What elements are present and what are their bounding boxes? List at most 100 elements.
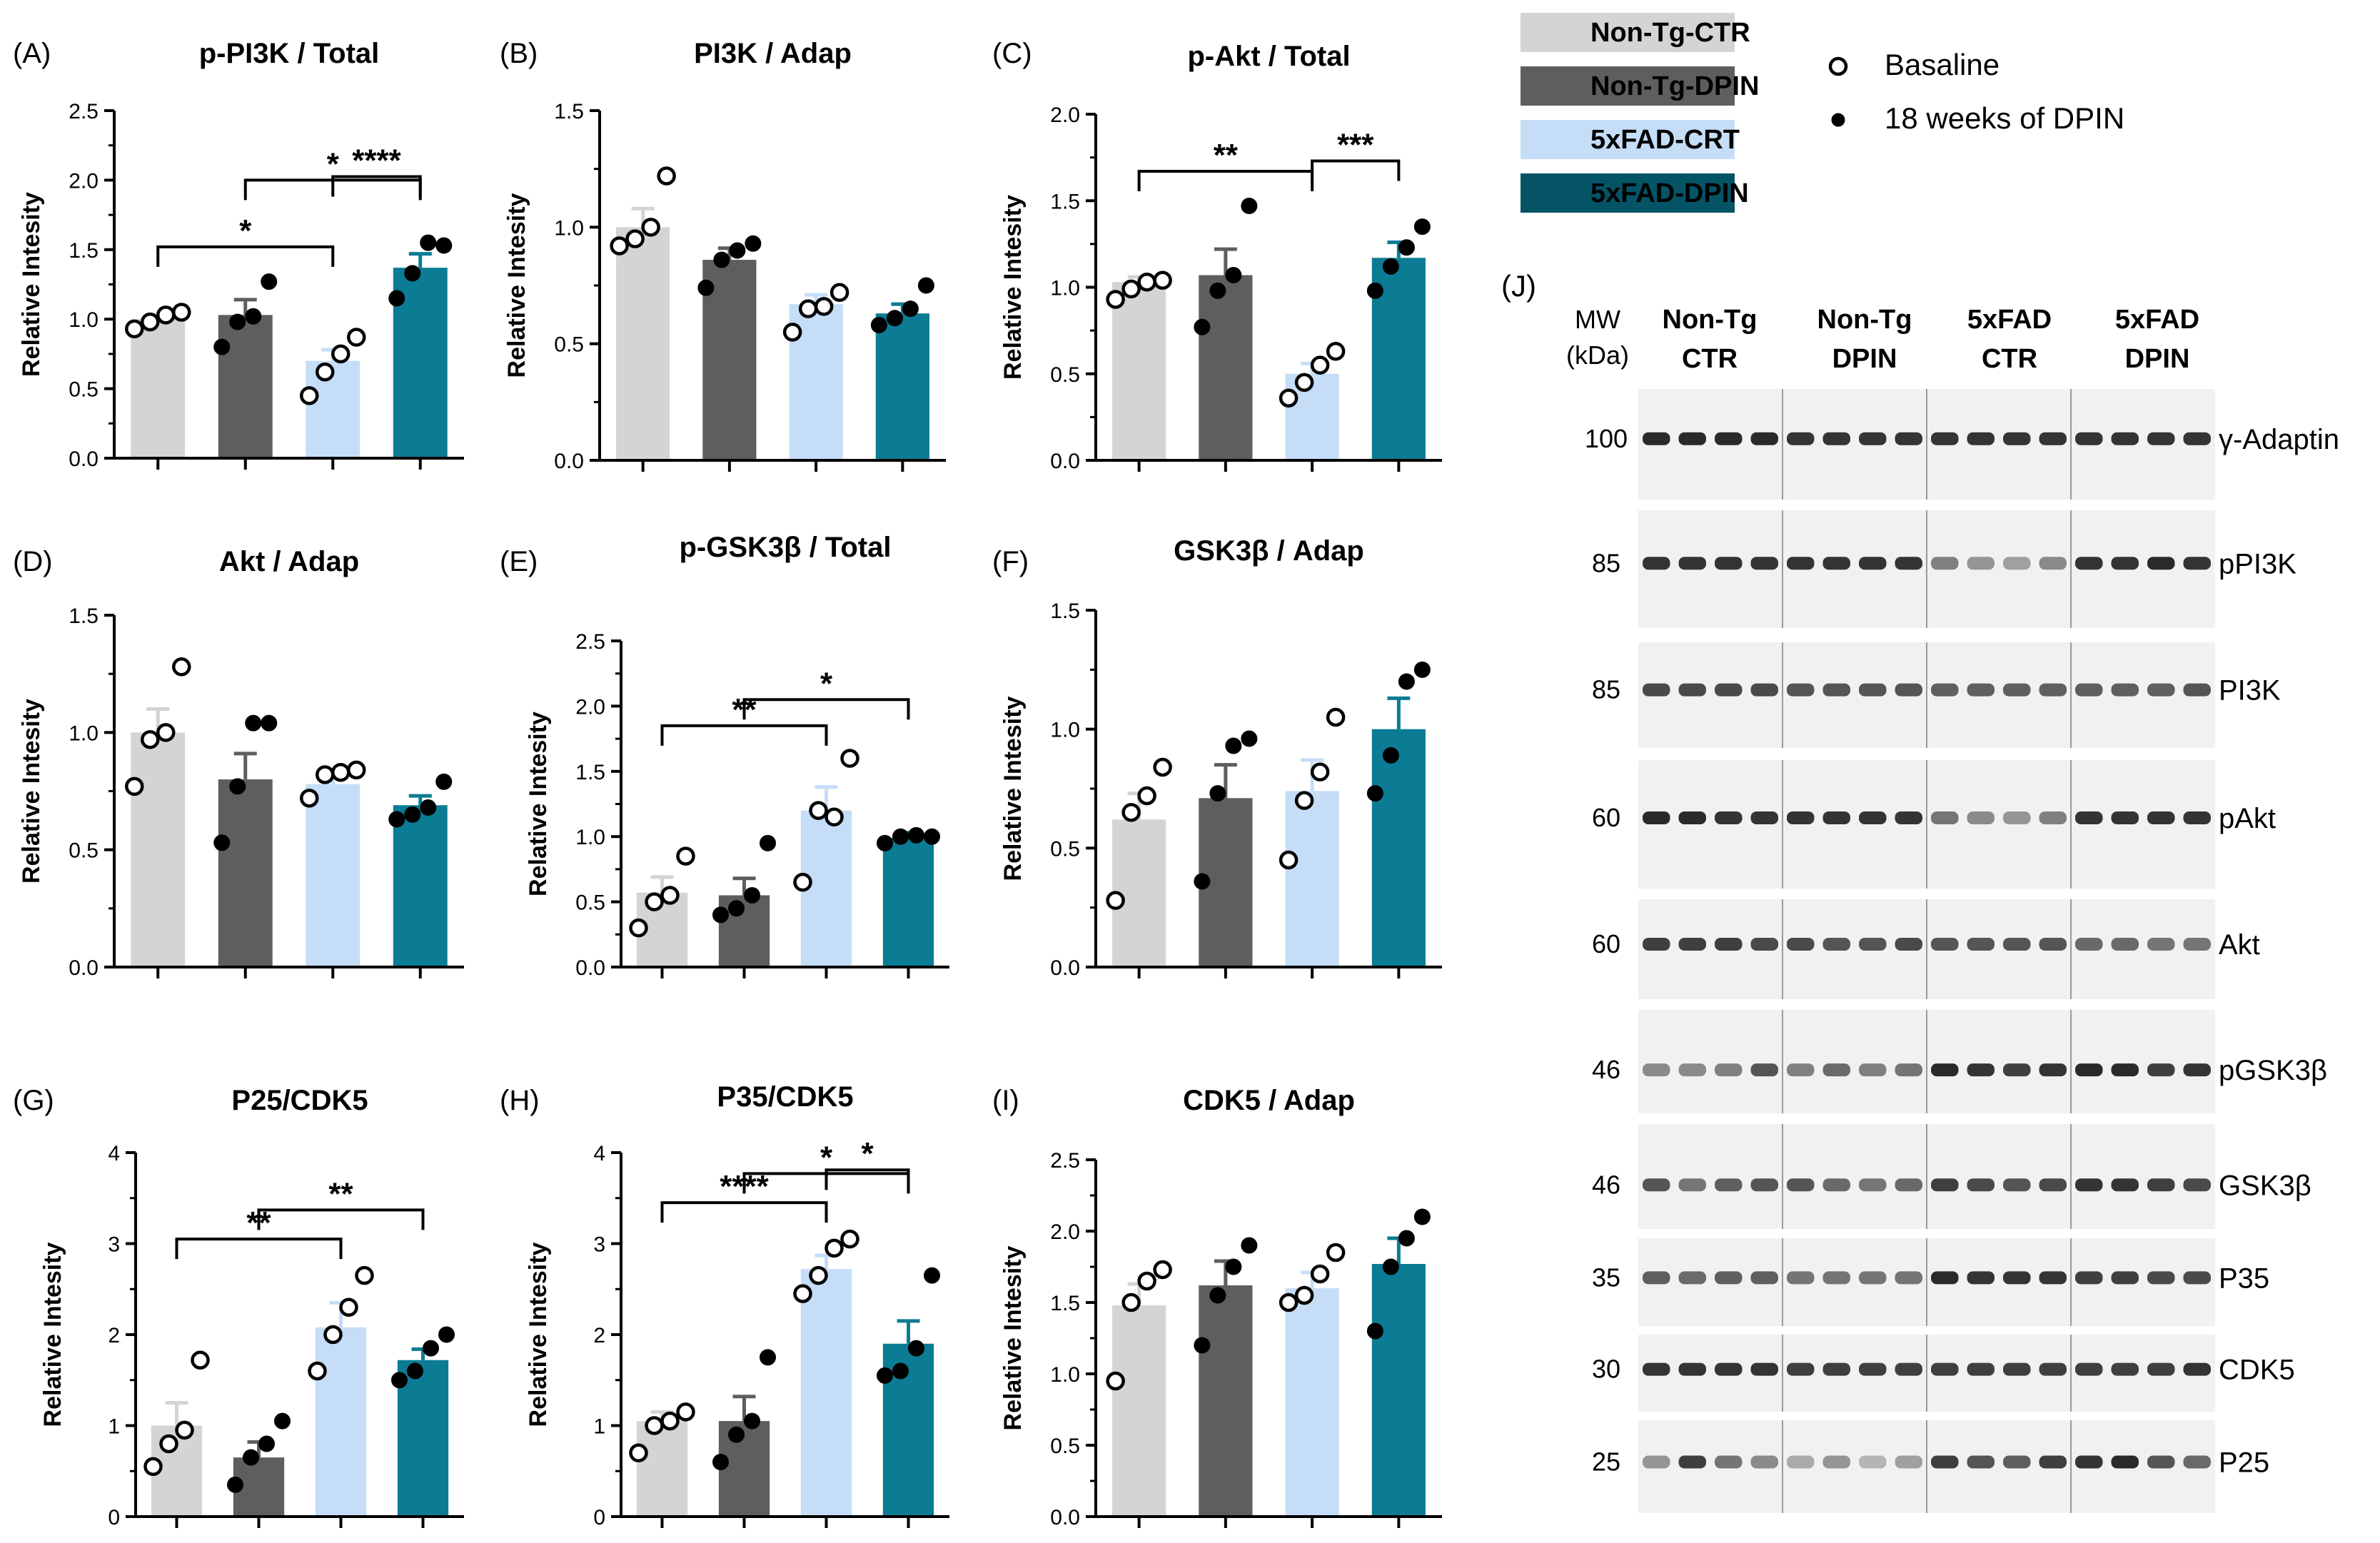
y-tick-label: 2 bbox=[593, 1324, 605, 1347]
panel-label: (A) bbox=[13, 38, 51, 69]
data-point-filled bbox=[877, 834, 893, 851]
data-point-filled bbox=[1194, 318, 1211, 335]
y-axis-label: Relative Intesity bbox=[999, 696, 1027, 881]
blot-band bbox=[1895, 432, 1922, 445]
y-tick-label: 1.0 bbox=[575, 826, 605, 849]
legend-label: 5xFAD-CRT bbox=[1590, 125, 1740, 155]
bar-1 bbox=[636, 1421, 688, 1517]
blot-band bbox=[1643, 1063, 1670, 1077]
blot-band bbox=[2039, 1063, 2067, 1077]
blot-band bbox=[1643, 432, 1670, 445]
blot-band bbox=[1967, 1063, 1995, 1077]
data-point-open bbox=[1106, 290, 1125, 309]
y-tick-label: 0 bbox=[593, 1506, 605, 1529]
bracket-line bbox=[257, 1208, 425, 1230]
data-point-open bbox=[676, 846, 695, 866]
blot-band bbox=[2039, 1178, 2067, 1192]
blot-band bbox=[1715, 432, 1743, 445]
blot-band bbox=[2183, 1362, 2211, 1376]
legend-swatch bbox=[1521, 13, 1735, 52]
panel-label: (H) bbox=[500, 1085, 540, 1116]
blot-band bbox=[1787, 1455, 1815, 1469]
y-axis-label: Relative Intesity bbox=[999, 195, 1027, 380]
legend-item: Non-Tg-DPIN bbox=[1521, 66, 1759, 106]
data-point-filled bbox=[388, 290, 405, 307]
data-point-open bbox=[1106, 891, 1125, 910]
y-tick-label: 0.5 bbox=[575, 891, 605, 915]
data-point-open bbox=[1310, 762, 1330, 781]
bracket-line bbox=[156, 245, 335, 267]
blot-band bbox=[1678, 557, 1706, 570]
blot-band bbox=[1678, 683, 1706, 697]
protein-label: PI3K bbox=[2219, 675, 2281, 707]
data-point-filled bbox=[213, 338, 231, 355]
bar-2 bbox=[1199, 1285, 1253, 1517]
panel-label: (D) bbox=[13, 546, 53, 577]
chart-title: P25/CDK5 bbox=[231, 1085, 368, 1116]
filled-circle-icon bbox=[1831, 113, 1845, 127]
data-point-filled bbox=[1225, 267, 1242, 284]
legend-marker-label: 18 weeks of DPIN bbox=[1885, 101, 2124, 135]
chart-title: p-Akt / Total bbox=[1187, 41, 1350, 72]
data-point-filled bbox=[728, 1426, 745, 1443]
y-tick-label: 1.5 bbox=[1050, 600, 1080, 623]
blot-band bbox=[1822, 557, 1850, 570]
data-point-filled bbox=[744, 1412, 760, 1430]
mw-label: 85 bbox=[1592, 675, 1620, 704]
blot-band bbox=[2147, 1063, 2175, 1077]
blot-band bbox=[1967, 1178, 1995, 1192]
bar-4 bbox=[875, 313, 929, 460]
blot-band bbox=[1859, 1455, 1887, 1469]
data-point-open bbox=[825, 807, 844, 827]
blot-band bbox=[2111, 1271, 2139, 1285]
blot-band bbox=[1967, 1455, 1995, 1469]
blot-band bbox=[2039, 1362, 2067, 1376]
panel-label-j: (J) bbox=[1501, 269, 1536, 303]
bar-2 bbox=[1199, 275, 1253, 460]
blot-band bbox=[1643, 557, 1670, 570]
data-point-open bbox=[825, 1238, 844, 1258]
mw-label: 60 bbox=[1592, 929, 1620, 958]
data-point-open bbox=[793, 1284, 812, 1303]
legend-marker-label: Basaline bbox=[1885, 48, 2000, 81]
y-tick-label: 4 bbox=[108, 1142, 120, 1165]
data-point-open bbox=[1294, 791, 1314, 810]
blot-band bbox=[1643, 1455, 1670, 1469]
protein-label: GSK3β bbox=[2219, 1170, 2311, 1201]
mw-label: 46 bbox=[1592, 1170, 1620, 1199]
y-tick-label: 0.0 bbox=[1050, 1506, 1080, 1529]
data-point-filled bbox=[877, 1367, 893, 1384]
data-point-filled bbox=[1413, 661, 1431, 678]
y-axis-label: Relative Intesity bbox=[18, 192, 45, 377]
data-point-open bbox=[172, 303, 191, 322]
blot-band bbox=[2003, 683, 2031, 697]
blot-band bbox=[2183, 811, 2211, 824]
y-axis-label: Relative Intesity bbox=[999, 1245, 1027, 1430]
y-tick-label: 0.5 bbox=[554, 333, 584, 357]
data-point-filled bbox=[1209, 1287, 1226, 1304]
blot-band bbox=[1678, 1063, 1706, 1077]
blot-band bbox=[2075, 432, 2103, 445]
data-point-filled bbox=[1194, 873, 1211, 890]
data-point-filled bbox=[243, 1449, 259, 1466]
blot-band bbox=[1787, 811, 1815, 824]
y-tick-label: 0.5 bbox=[1050, 363, 1080, 387]
blot-band bbox=[1678, 1455, 1706, 1469]
blot-band bbox=[2111, 683, 2139, 697]
blot-band bbox=[1750, 1362, 1778, 1376]
blot-band bbox=[2147, 557, 2175, 570]
data-point-open bbox=[641, 218, 660, 237]
bar-3 bbox=[1285, 791, 1339, 967]
bar-1 bbox=[1112, 282, 1166, 460]
data-point-filled bbox=[229, 778, 246, 795]
data-point-filled bbox=[924, 828, 940, 845]
blot-band bbox=[1859, 557, 1887, 570]
blot-band bbox=[1931, 1362, 1959, 1376]
chart-title: P35/CDK5 bbox=[717, 1081, 853, 1113]
mw-label: 85 bbox=[1592, 548, 1620, 577]
significance-label: * bbox=[239, 213, 252, 248]
data-point-filled bbox=[744, 886, 760, 904]
protein-label: γ-Adaptin bbox=[2219, 424, 2339, 455]
blot-band bbox=[2075, 1362, 2103, 1376]
